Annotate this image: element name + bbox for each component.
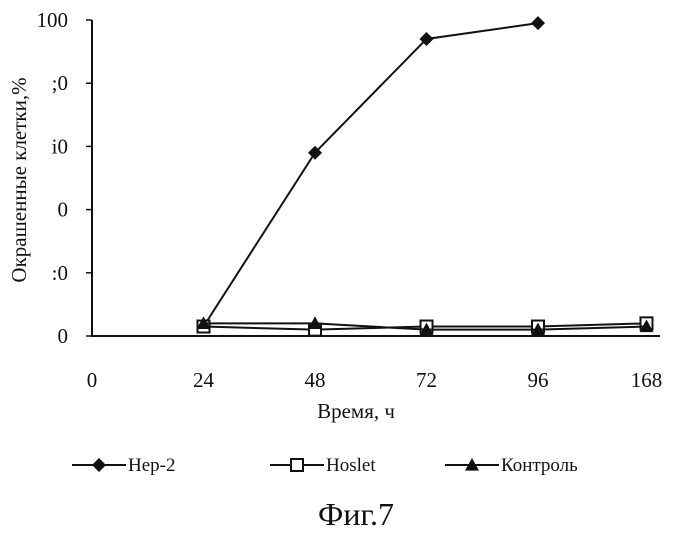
x-tick-label: 24: [193, 368, 215, 392]
x-tick-label: 168: [631, 368, 663, 392]
series-line-hep-2: [204, 23, 539, 326]
x-axis-label: Время, ч: [317, 399, 395, 423]
y-tick-label: :0: [52, 261, 68, 285]
y-tick-labels: 0 :0 0 i0 ;0 100: [37, 8, 69, 348]
legend-label-hoslet: Hoslet: [326, 455, 376, 476]
y-tick-label: 0: [58, 198, 69, 222]
legend-marker-hoslet: [291, 459, 303, 471]
y-tick-label: i0: [52, 134, 68, 158]
legend-label-контроль: Контроль: [501, 455, 578, 476]
x-tick-label: 48: [305, 368, 326, 392]
y-tick-label: 0: [58, 324, 69, 348]
y-axis-label: Окрашенные клетки,%: [7, 77, 31, 282]
legend-label-hep-2: Hep-2: [128, 455, 175, 476]
x-tick-label: 72: [416, 368, 437, 392]
chart-series: [197, 16, 654, 336]
chart-legend: Hep-2 Hoslet Контроль: [72, 455, 578, 476]
y-tick-label: ;0: [52, 71, 68, 95]
x-tick-label: 96: [528, 368, 549, 392]
x-tick-label: 0: [87, 368, 98, 392]
chart-axes: [86, 20, 660, 337]
x-tick-labels: 0 24 48 72 96 168: [87, 368, 663, 392]
legend-marker-hep-2: [92, 458, 106, 472]
figure-caption: Фиг.7: [318, 496, 394, 532]
y-tick-label: 100: [37, 8, 69, 32]
data-point-hep-2: [531, 16, 545, 30]
